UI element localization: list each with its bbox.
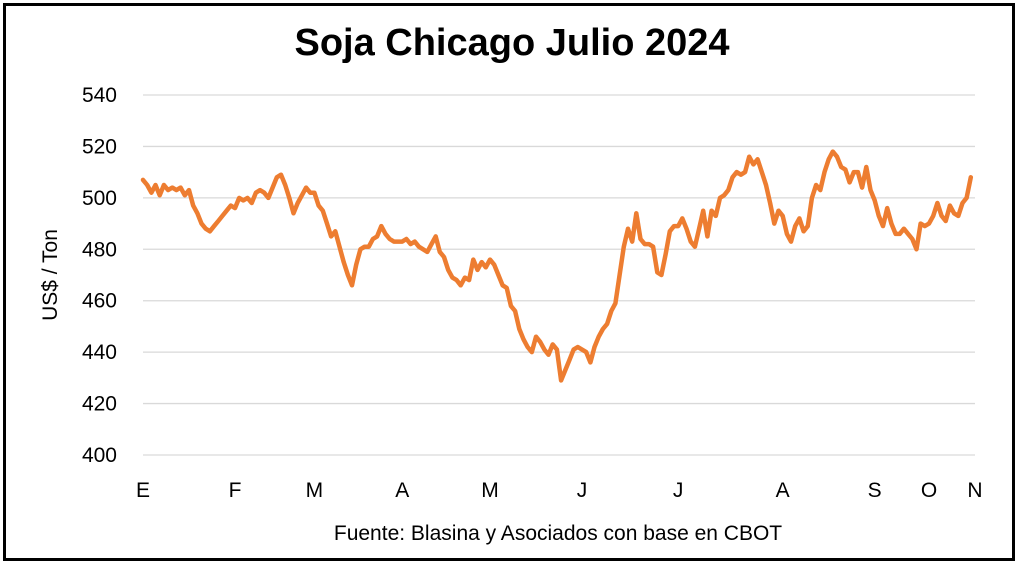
x-tick-label: S (868, 479, 882, 502)
x-tick-label: J (577, 479, 588, 502)
y-tick-label: 420 (82, 393, 117, 416)
x-tick-label: M (481, 479, 499, 502)
x-tick-label: F (229, 479, 242, 502)
y-tick-label: 460 (82, 290, 117, 313)
x-tick-label: A (395, 479, 409, 502)
y-tick-label: 400 (82, 444, 117, 467)
chart-title: Soja Chicago Julio 2024 (294, 22, 730, 64)
y-tick-label: 440 (82, 341, 117, 364)
series-line (140, 149, 974, 383)
y-tick-label: 500 (82, 187, 117, 210)
y-axis-label: US$ / Ton (39, 229, 62, 321)
chart-source: Fuente: Blasina y Asociados con base en … (333, 522, 783, 545)
x-tick-label: E (136, 479, 150, 502)
y-tick-label: 540 (82, 84, 117, 107)
y-tick-label: 520 (82, 135, 117, 158)
x-tick-label: N (967, 479, 982, 502)
x-tick-label: O (921, 479, 937, 502)
y-tick-label: 480 (82, 238, 117, 261)
chart-frame (3, 3, 1015, 561)
x-tick-label: J (673, 479, 684, 502)
x-tick-label: A (776, 479, 790, 502)
x-tick-label: M (306, 479, 324, 502)
